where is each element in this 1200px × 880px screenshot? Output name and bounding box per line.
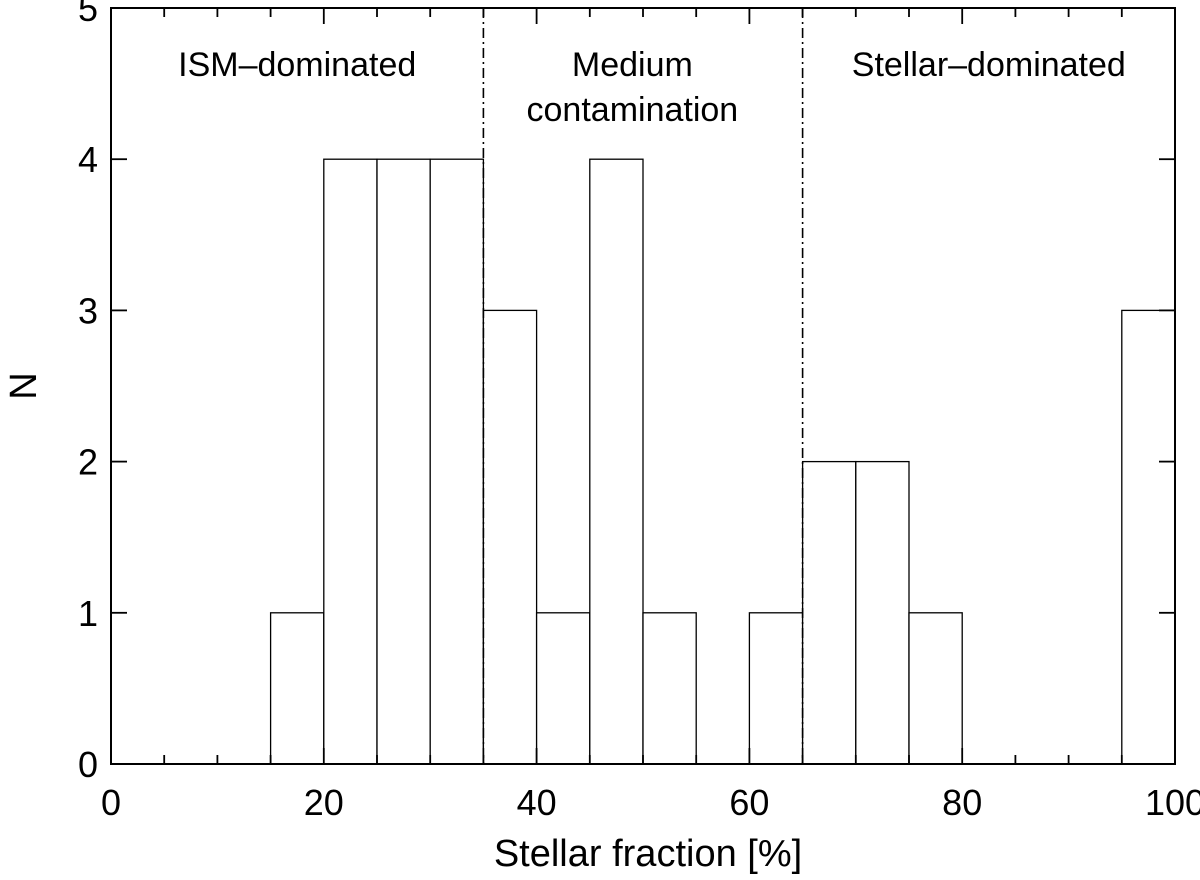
histogram-bar [269,612,325,765]
x-tick-label: 20 [304,782,344,823]
histogram-bar [376,158,431,765]
histogram-bar [855,460,910,765]
histogram-bar [323,158,378,765]
x-tick-label: 60 [729,782,769,823]
region-label: contamination [527,91,739,129]
y-tick-label: 2 [78,442,98,483]
histogram-bar [642,612,697,765]
histogram-bar [482,309,538,765]
histogram-bar [801,460,857,765]
region-label: ISM–dominated [178,46,416,84]
histogram-bar [535,612,591,765]
dividers-layer [482,8,804,764]
bars-layer [269,158,1176,765]
y-tick-label: 5 [78,0,98,29]
x-axis-label: Stellar fraction [%] [494,833,802,875]
histogram-bar [748,612,804,765]
y-tick-label: 0 [78,744,98,785]
histogram-bar [1121,309,1176,765]
x-tick-label: 80 [942,782,982,823]
histogram-bar [908,612,963,765]
x-tick-label: 0 [101,782,121,823]
histogram-bar [429,158,485,765]
x-tick-label: 40 [517,782,557,823]
ticks-layer [110,7,1176,765]
region-label: Medium [572,46,693,84]
histogram-bar [589,158,644,765]
y-tick-label: 4 [78,139,98,180]
y-tick-label: 3 [78,290,98,331]
x-tick-label: 100 [1145,782,1200,823]
labels-layer: 0 20 40 60 80 100 0 1 2 3 4 5 Stellar fraction [%] N I… [3,0,1200,875]
y-axis-label: N [3,372,45,399]
y-tick-label: 1 [78,593,98,634]
region-label: Stellar–dominated [852,46,1126,84]
